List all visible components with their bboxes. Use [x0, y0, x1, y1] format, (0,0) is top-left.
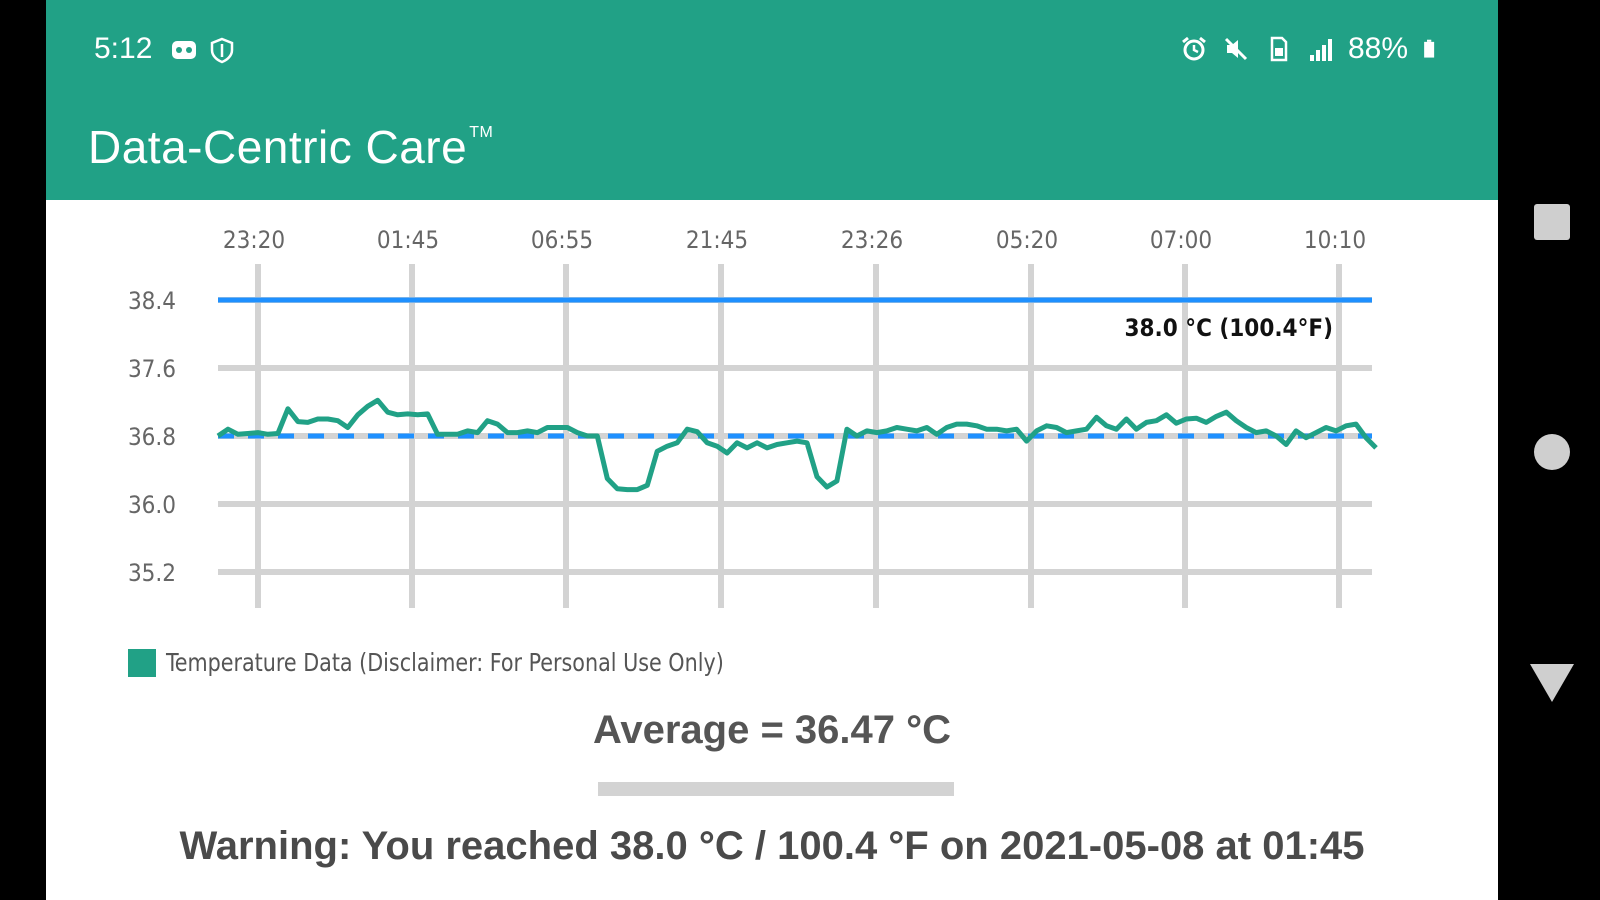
y-tick-label: 36.8: [128, 423, 176, 451]
x-tick-label: 05:20: [996, 226, 1058, 254]
threshold-label: 38.0 °C (100.4°F): [1124, 314, 1333, 342]
y-tick-label: 37.6: [128, 355, 176, 383]
app-title: Data-Centric Care TM: [88, 120, 493, 174]
warning-text: Warning: You reached 38.0 °C / 100.4 °F …: [179, 824, 1365, 868]
signal-icon: [1309, 39, 1332, 61]
y-tick-label: 35.2: [128, 559, 176, 587]
trademark-mark: TM: [469, 123, 494, 141]
battery-icon: [1424, 39, 1435, 58]
divider: [598, 782, 954, 796]
chart-svg: 38.4 37.6 36.8 36.0 35.2 23:20 01:45 06:55 21:45…: [128, 226, 1378, 608]
app-screen: 5:12: [46, 0, 1498, 900]
y-tick-label: 38.4: [128, 287, 176, 315]
temperature-chart: 38.4 37.6 36.8 36.0 35.2 23:20 01:45 06:55 21:45…: [46, 200, 1498, 640]
mute-icon: [1224, 37, 1248, 61]
sim-icon: [1270, 36, 1288, 62]
system-nav-bar: [1498, 0, 1600, 900]
status-left-icons: [170, 36, 236, 64]
x-tick-label: 10:10: [1304, 226, 1366, 254]
average-text: Average = 36.47 °C: [592, 708, 952, 752]
home-icon[interactable]: [1534, 434, 1570, 470]
status-time: 5:12: [94, 32, 153, 65]
shield-icon: [210, 37, 234, 64]
x-tick-label: 23:26: [841, 226, 903, 254]
status-right: 88%: [1180, 32, 1442, 66]
x-tick-label: 07:00: [1150, 226, 1212, 254]
legend-swatch: [128, 648, 156, 677]
app-title-text: Data-Centric Care: [88, 121, 468, 173]
alarm-icon: [1182, 36, 1206, 61]
battery-percent: 88%: [1347, 32, 1408, 65]
chart-legend: Temperature Data (Disclaimer: For Person…: [128, 648, 772, 677]
legend-label: Temperature Data (Disclaimer: For Person…: [166, 648, 724, 677]
temperature-series-line: [216, 397, 1378, 493]
y-tick-label: 36.0: [128, 491, 176, 519]
recents-icon[interactable]: [1534, 204, 1570, 240]
gamepad-icon: [172, 41, 196, 59]
app-bar: 5:12: [46, 0, 1498, 200]
x-tick-label: 23:20: [223, 226, 285, 254]
x-tick-label: 21:45: [686, 226, 748, 254]
x-tick-label: 01:45: [377, 226, 439, 254]
back-icon[interactable]: [1530, 664, 1574, 702]
x-tick-label: 06:55: [531, 226, 593, 254]
